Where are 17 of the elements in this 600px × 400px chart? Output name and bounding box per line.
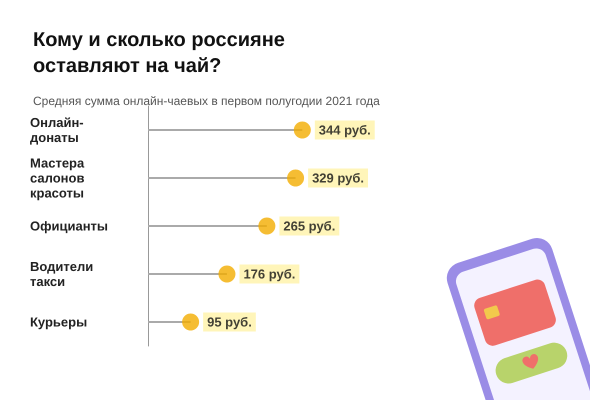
data-label: 344 руб. xyxy=(318,122,371,138)
chart-title: Кому и сколько россияне оставляют на чай? xyxy=(33,29,285,77)
data-label: 95 руб. xyxy=(207,314,252,330)
point xyxy=(182,314,200,330)
y-tick-label: Онлайн- донаты xyxy=(30,115,84,145)
y-tick-label: Официанты xyxy=(30,218,108,234)
point xyxy=(218,266,236,282)
chart-subtitle: Средняя сумма онлайн-чаевых в первом полугодии 2021 года xyxy=(33,94,380,108)
y-tick-label: Курьеры xyxy=(30,314,88,330)
point xyxy=(294,122,311,138)
y-tick-label: Водители такси xyxy=(30,259,94,289)
data-label: 265 руб. xyxy=(283,218,336,234)
point xyxy=(258,218,276,234)
y-tick-label: Мастера салонов красоты xyxy=(30,156,85,200)
data-label: 176 руб. xyxy=(243,266,296,282)
data-label: 329 руб. xyxy=(312,170,364,186)
point xyxy=(287,170,304,186)
